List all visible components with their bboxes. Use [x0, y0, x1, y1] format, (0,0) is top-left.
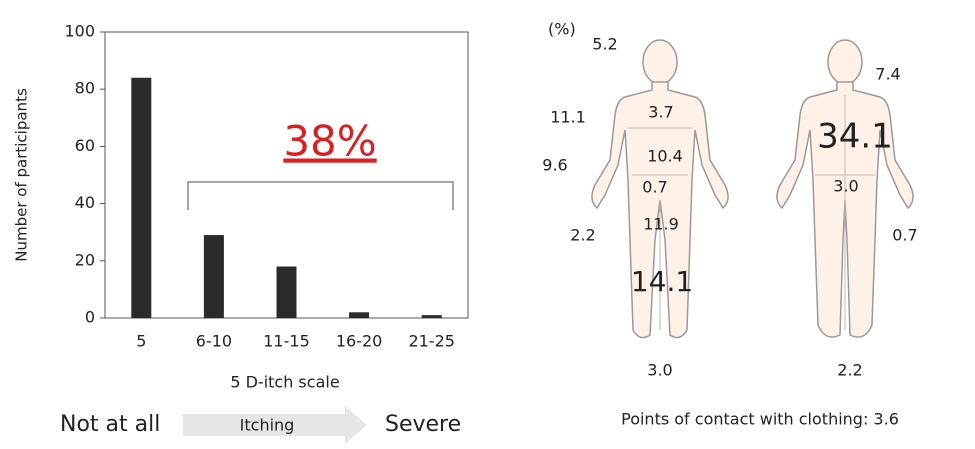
- front-body: [591, 39, 729, 339]
- x-tick-label: 21-25: [408, 332, 455, 351]
- front-label: 2.2: [570, 226, 595, 245]
- x-axis-label: 5 D-itch scale: [230, 373, 339, 392]
- front-label: 0.7: [642, 178, 667, 197]
- scale-arrow: [183, 406, 367, 444]
- y-tick-label: 100: [64, 22, 95, 41]
- unit: (%): [548, 20, 576, 39]
- y-tick-label: 0: [85, 308, 95, 327]
- x-tick-label: 5: [136, 332, 146, 351]
- front-label: 5.2: [592, 35, 617, 54]
- footnote: Points of contact with clothing: 3.6: [621, 410, 899, 429]
- bar: [203, 235, 224, 318]
- scale-left: Not at all: [60, 412, 160, 437]
- bar: [349, 312, 370, 318]
- annotation: 38%: [283, 117, 376, 166]
- bar: [131, 77, 152, 318]
- x-tick-label: 6-10: [196, 332, 232, 351]
- bracket: [187, 181, 454, 210]
- back-label: 34.1: [817, 117, 893, 157]
- back-label: 7.4: [875, 65, 900, 84]
- back-label: 2.2: [837, 361, 862, 380]
- y-tick-label: 40: [75, 193, 95, 212]
- y-tick-label: 20: [75, 250, 95, 269]
- front-label: 14.1: [631, 265, 693, 298]
- front-label: 11.1: [550, 108, 586, 127]
- y-tick-label: 60: [75, 136, 95, 155]
- back-label: 3.0: [833, 177, 858, 196]
- x-tick-label: 11-15: [263, 332, 310, 351]
- front-label: 11.9: [643, 215, 679, 234]
- front-label: 3.7: [648, 103, 673, 122]
- scale-right: Severe: [385, 412, 461, 437]
- x-tick-label: 16-20: [336, 332, 383, 351]
- y-tick-label: 80: [75, 79, 95, 98]
- bar: [421, 315, 442, 318]
- y-axis-label: Number of participants: [13, 88, 31, 262]
- back-label: 0.7: [892, 226, 917, 245]
- bar: [276, 266, 297, 318]
- back-body: [776, 39, 914, 338]
- front-label: 3.0: [647, 361, 672, 380]
- front-label: 9.6: [542, 156, 567, 175]
- front-label: 10.4: [647, 147, 683, 166]
- scale-middle: Itching: [240, 416, 295, 435]
